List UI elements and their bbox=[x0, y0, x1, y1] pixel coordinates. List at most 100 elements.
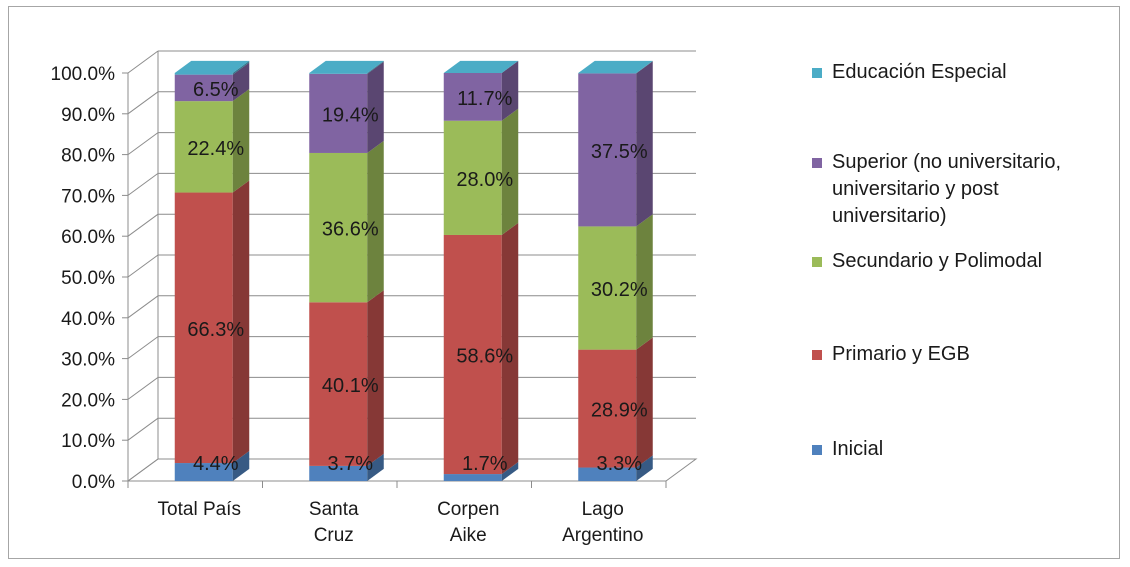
category-label: Argentino bbox=[562, 525, 643, 546]
bar-segment bbox=[174, 60, 250, 75]
bar-front bbox=[309, 465, 368, 481]
data-label: 3.7% bbox=[327, 453, 373, 475]
y-tick-label: 60.0% bbox=[61, 227, 115, 248]
legend-swatch bbox=[812, 158, 822, 168]
bar-segment bbox=[309, 61, 384, 153]
bar-front bbox=[578, 467, 637, 481]
category-label: Lago bbox=[582, 499, 624, 520]
y-tick-label: 0.0% bbox=[72, 472, 115, 493]
gridline-diag bbox=[127, 336, 159, 360]
bar-side bbox=[367, 140, 384, 303]
gridline-diag bbox=[127, 295, 159, 319]
bar-top bbox=[309, 60, 384, 73]
bar-side bbox=[232, 62, 250, 102]
bar-segment bbox=[174, 180, 250, 464]
category-label: Corpen bbox=[437, 499, 499, 520]
data-label: 37.5% bbox=[591, 141, 648, 163]
y-tick-label: 80.0% bbox=[61, 146, 115, 167]
legend-swatch bbox=[812, 68, 822, 78]
bar-front bbox=[578, 73, 637, 227]
bar-segment bbox=[174, 450, 250, 481]
data-label: 1.7% bbox=[462, 453, 508, 475]
bar-front bbox=[174, 101, 233, 193]
y-axis-ticks: 0.0% 10.0% 20.0% 30.0% 40.0% 50.0% 60.0% 70.0% 8… bbox=[51, 64, 129, 493]
bar-segment bbox=[309, 453, 384, 481]
bar-side bbox=[636, 60, 653, 74]
bar-side bbox=[232, 450, 250, 481]
data-label: 28.9% bbox=[591, 400, 648, 422]
legend-label: Inicial bbox=[832, 438, 883, 460]
bar-side bbox=[501, 108, 519, 235]
bar-segment bbox=[309, 140, 384, 303]
y-tick-label: 40.0% bbox=[61, 309, 115, 330]
gridline-diag bbox=[127, 172, 159, 196]
bar-side bbox=[367, 290, 384, 466]
bar-side bbox=[232, 60, 250, 75]
legend-item: Secundario y Polimodal bbox=[812, 250, 1042, 272]
legend-swatch bbox=[812, 445, 822, 455]
bar-side bbox=[367, 60, 384, 74]
bar-side bbox=[501, 222, 519, 475]
legend-label: universitario y post bbox=[832, 178, 999, 200]
bar-top bbox=[174, 60, 250, 73]
data-label: 30.2% bbox=[591, 279, 648, 301]
bar-segment bbox=[578, 214, 653, 350]
y-tick-label: 10.0% bbox=[61, 431, 115, 452]
bar-side bbox=[367, 453, 384, 481]
gridline-diag bbox=[127, 376, 159, 400]
bar-segment bbox=[443, 461, 519, 481]
bar-front bbox=[174, 74, 233, 102]
y-tick-label: 50.0% bbox=[61, 268, 115, 289]
data-label: 4.4% bbox=[193, 453, 239, 475]
bar-front bbox=[309, 302, 368, 466]
data-label: 22.4% bbox=[187, 138, 244, 160]
bar-side bbox=[232, 89, 250, 193]
data-label: 3.3% bbox=[596, 453, 642, 475]
y-tick-label: 90.0% bbox=[61, 105, 115, 126]
bar-segment bbox=[443, 108, 519, 235]
bar-front bbox=[174, 463, 233, 481]
bar-side bbox=[232, 180, 250, 464]
legend-label: Superior (no universitario, bbox=[832, 151, 1061, 173]
category-label: Cruz bbox=[314, 525, 354, 546]
legend-swatch bbox=[812, 257, 822, 267]
bar-top bbox=[443, 60, 519, 73]
y-tick-label: 70.0% bbox=[61, 186, 115, 207]
data-label: 6.5% bbox=[193, 79, 239, 101]
gridline-diag bbox=[127, 132, 159, 156]
y-tick-label: 20.0% bbox=[61, 390, 115, 411]
bar-segment bbox=[578, 61, 653, 227]
bar-front bbox=[174, 192, 233, 464]
bar-segment bbox=[443, 222, 519, 475]
legend-item: Primario y EGB bbox=[812, 343, 970, 365]
bar-front bbox=[443, 73, 502, 121]
data-label: 58.6% bbox=[456, 346, 513, 368]
legend-label: Educación Especial bbox=[832, 61, 1007, 83]
bar-front bbox=[309, 152, 368, 303]
bar-side bbox=[367, 61, 384, 153]
bar-segment bbox=[578, 60, 653, 74]
bar-front bbox=[578, 349, 637, 468]
bar-front bbox=[443, 234, 502, 475]
gridline-diag bbox=[127, 91, 159, 115]
bar-front bbox=[443, 474, 502, 481]
bars bbox=[174, 60, 653, 481]
bar-side bbox=[501, 60, 519, 121]
bar-segment bbox=[309, 60, 384, 74]
data-label: 40.1% bbox=[322, 375, 379, 397]
data-label: 28.0% bbox=[456, 169, 513, 191]
gridline-diag bbox=[127, 50, 159, 74]
legend-item: Educación Especial bbox=[812, 61, 1007, 83]
data-labels: 4.4% 66.3% 22.4% 6.5% 3.7% 40.1% 36.6% 19.4% 1.7… bbox=[187, 79, 647, 475]
data-label: 66.3% bbox=[187, 319, 244, 341]
y-tick-label: 100.0% bbox=[51, 64, 116, 85]
bar-segment bbox=[578, 455, 653, 481]
gridline-diag bbox=[127, 254, 159, 278]
bar-front bbox=[443, 120, 502, 235]
x-axis-categories: Total País Santa Cruz Corpen Aike Lago Argenti… bbox=[127, 481, 667, 546]
bar-segment bbox=[443, 60, 519, 121]
y-tick-label: 30.0% bbox=[61, 350, 115, 371]
category-label: Santa bbox=[309, 499, 359, 520]
bar-side bbox=[636, 61, 653, 227]
